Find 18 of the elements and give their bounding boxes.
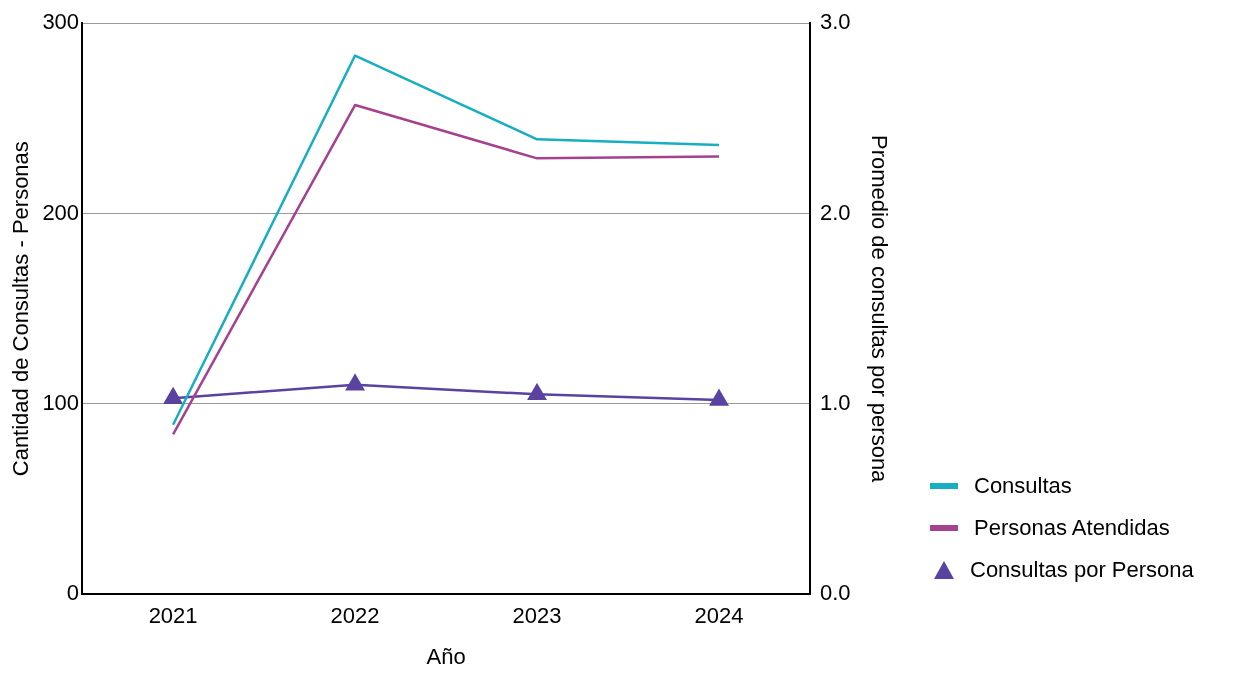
x-tick-label: 2022 — [330, 603, 380, 629]
x-tick-label: 2023 — [512, 603, 562, 629]
y-tick-label: 0 — [66, 580, 80, 606]
y2-tick-label: 3.0 — [820, 9, 851, 35]
y-tick-label: 100 — [42, 389, 80, 415]
y2-axis-title: Promedio de consultas por persona — [866, 135, 892, 484]
y-tick-label: 200 — [42, 199, 80, 225]
x-tick-label: 2021 — [148, 603, 198, 629]
legend-label: Consultas por Persona — [970, 556, 1194, 584]
y2-tick-label: 1.0 — [820, 389, 851, 415]
x-axis-title: Año — [426, 643, 466, 669]
y-axis-title: Cantidad de Consultas - Personas — [8, 141, 34, 477]
y2-tick-label: 2.0 — [820, 199, 851, 225]
legend-label: Consultas — [974, 472, 1072, 500]
y2-tick-label: 0.0 — [820, 580, 851, 606]
x-tick-label: 2024 — [694, 603, 744, 629]
y-tick-label: 300 — [42, 9, 80, 35]
legend-label: Personas Atendidas — [974, 514, 1170, 542]
